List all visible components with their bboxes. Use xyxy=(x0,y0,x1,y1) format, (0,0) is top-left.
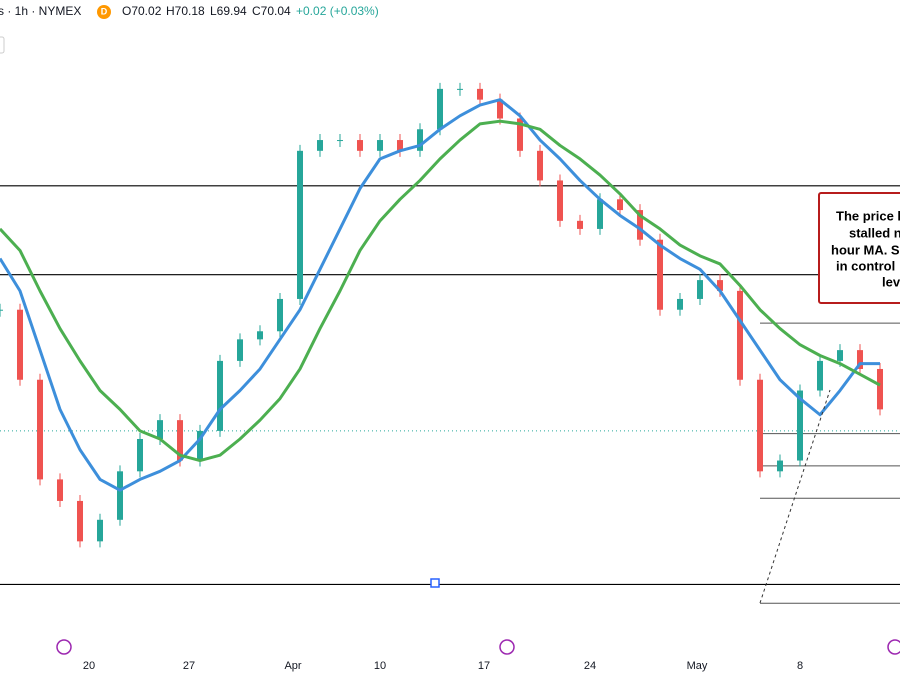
candle xyxy=(137,438,143,472)
candle xyxy=(57,479,63,501)
x-tick-label: 27 xyxy=(183,660,195,672)
candle xyxy=(237,339,243,361)
candle xyxy=(557,180,563,221)
candle xyxy=(157,420,163,439)
candle xyxy=(297,150,303,299)
event-icon[interactable] xyxy=(56,639,72,655)
event-icon[interactable] xyxy=(499,639,515,655)
badge: D xyxy=(101,6,108,16)
ohlc-low: L69.94 xyxy=(210,4,247,18)
ohlc-change: +0.02 (+0.03%) xyxy=(296,4,379,18)
symbol: s · 1h · NYMEX xyxy=(0,4,81,18)
candle xyxy=(377,140,383,151)
trend-line xyxy=(759,389,831,604)
annotation-box xyxy=(818,192,900,304)
candle xyxy=(757,379,763,472)
annotation-line: in control xyxy=(836,258,895,273)
candle xyxy=(197,430,203,461)
candle xyxy=(617,199,623,211)
x-tick-label: 17 xyxy=(478,660,490,672)
candle xyxy=(577,220,583,229)
candle xyxy=(597,199,603,229)
ohlc-close: C70.04 xyxy=(252,4,291,18)
candle xyxy=(537,150,543,181)
candle xyxy=(397,140,403,151)
candle xyxy=(857,350,863,369)
event-icon[interactable] xyxy=(887,639,900,655)
plot xyxy=(0,82,900,604)
candle xyxy=(677,298,683,310)
header-bg xyxy=(0,0,900,26)
toggle[interactable] xyxy=(0,36,5,54)
candle xyxy=(337,140,343,142)
candle xyxy=(497,99,503,119)
candle xyxy=(737,290,743,380)
candle xyxy=(837,350,843,361)
candle xyxy=(37,379,43,480)
annotation-line: lev xyxy=(882,274,900,289)
event-icons xyxy=(56,639,900,655)
candle xyxy=(697,280,703,299)
x-tick-label: 8 xyxy=(797,660,803,672)
x-tick-label: May xyxy=(687,660,708,672)
candle xyxy=(0,309,3,311)
handle[interactable] xyxy=(430,578,440,588)
candle xyxy=(437,88,443,130)
candle xyxy=(277,298,283,332)
candle xyxy=(517,118,523,151)
annotation-line: The price h xyxy=(836,208,900,223)
candle xyxy=(717,280,723,291)
annotation-line: stalled ne xyxy=(849,225,900,240)
x-tick-label: 10 xyxy=(374,660,386,672)
candle xyxy=(657,239,663,310)
candle xyxy=(877,368,883,410)
ohlc-open: O70.02 xyxy=(122,4,162,18)
candle xyxy=(217,360,223,431)
moving-average xyxy=(0,98,880,492)
candle xyxy=(257,331,263,340)
candle xyxy=(317,140,323,151)
candle xyxy=(77,500,83,542)
annotation-line: hour MA. S xyxy=(831,242,900,257)
candle xyxy=(117,471,123,520)
candle xyxy=(97,519,103,542)
candle xyxy=(177,420,183,461)
x-tick-label: Apr xyxy=(284,660,301,672)
x-tick-label: 24 xyxy=(584,660,596,672)
x-tick-label: 20 xyxy=(83,660,95,672)
candle xyxy=(457,88,463,90)
badge-bg xyxy=(97,5,111,19)
candle xyxy=(477,88,483,100)
moving-average xyxy=(0,119,881,463)
candle xyxy=(797,390,803,461)
candle xyxy=(777,460,783,472)
annotation: The price h stalled ne hour MA. S in con… xyxy=(818,192,900,304)
candle xyxy=(17,309,23,380)
candle xyxy=(817,360,823,391)
candle xyxy=(637,210,643,240)
candle xyxy=(357,140,363,151)
ohlc-high: H70.18 xyxy=(166,4,205,18)
candle xyxy=(417,129,423,151)
